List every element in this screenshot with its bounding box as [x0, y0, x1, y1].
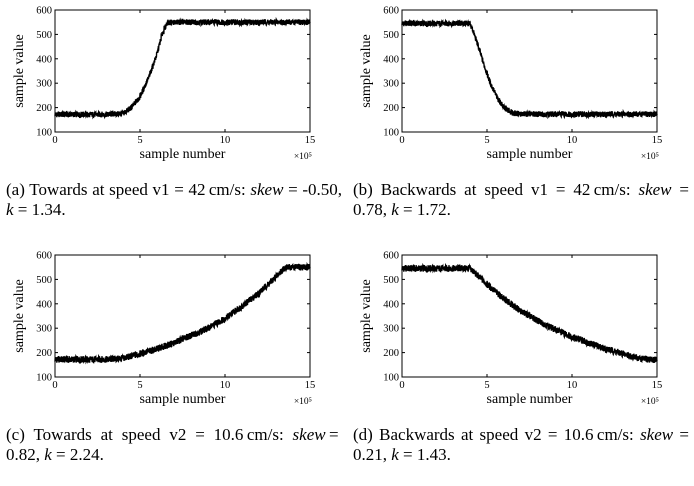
- y-tick-label: 300: [36, 79, 52, 90]
- caption-a: (a) Towards at speed v1 = 42 cm/s: skew …: [6, 180, 342, 220]
- y-tick-label: 600: [36, 6, 52, 17]
- x-tick-label: 15: [652, 380, 663, 391]
- caption-b: (b) Backwards at speed v1 = 42 cm/s: ske…: [353, 180, 689, 220]
- x-axis-label: sample number: [140, 147, 226, 162]
- signal-trace: [54, 16, 311, 120]
- y-axis-label: sample value: [12, 34, 27, 107]
- x-tick-label: 10: [567, 135, 578, 146]
- caption-b-k-value: = 1.72.: [398, 200, 451, 219]
- caption-b-skew-symbol: skew: [638, 180, 672, 199]
- y-axis-label: sample value: [359, 34, 374, 107]
- caption-c: (c) Towards at speed v2 = 10.6 cm/s: ske…: [6, 425, 342, 465]
- y-tick-label: 600: [383, 6, 399, 17]
- x-tick-label: 10: [567, 380, 578, 391]
- chart-c: 0 5 10 15 100 200 300 400 500 600 sample number sam…: [12, 251, 316, 408]
- x-axis-label: sample number: [487, 147, 573, 162]
- y-tick-label: 300: [383, 79, 399, 90]
- x-tick-label: 0: [52, 135, 57, 146]
- caption-d-text: Backwards at speed v2 = 10.6 cm/s:: [379, 425, 634, 444]
- caption-a-k-symbol: k: [6, 200, 14, 219]
- x-tick-label: 5: [137, 135, 142, 146]
- x-axis-label: sample number: [487, 392, 573, 407]
- plot-frame: [54, 254, 311, 378]
- caption-c-label: (c): [6, 425, 25, 444]
- caption-d-label: (d): [353, 425, 373, 444]
- plot-frame: [54, 9, 311, 133]
- y-tick-label: 400: [36, 54, 52, 65]
- caption-d-skew-symbol: skew: [640, 425, 674, 444]
- caption-c-skew-value: = 0.82,: [6, 425, 342, 464]
- caption-d: (d) Backwards at speed v2 = 10.6 cm/s: s…: [353, 425, 689, 465]
- y-axis-label: sample value: [12, 279, 27, 352]
- caption-a-skew-symbol: skew: [250, 180, 284, 199]
- subfigure-c: 0 5 10 15 100 200 300 400 500 600 sample number sam…: [0, 245, 347, 486]
- y-tick-label: 400: [36, 299, 52, 310]
- y-tick-label: 600: [36, 251, 52, 262]
- y-tick-label: 500: [36, 275, 52, 286]
- signal-trace: [54, 261, 311, 365]
- y-tick-label: 200: [383, 103, 399, 114]
- caption-d-skew-value: = 0.21,: [353, 425, 690, 464]
- caption-b-label: (b): [353, 180, 373, 199]
- caption-d-k-symbol: k: [391, 445, 399, 464]
- signal-trace: [401, 262, 658, 364]
- x-tick-label: 5: [484, 380, 489, 391]
- y-tick-label: 400: [383, 54, 399, 65]
- chart-a: 0 5 10 15 100 200 300 400 500 600 sample number sam…: [12, 6, 316, 163]
- caption-c-skew-symbol: skew: [292, 425, 326, 444]
- y-tick-label: 200: [36, 103, 52, 114]
- caption-c-k-value: = 2.24.: [51, 445, 104, 464]
- x-tick-label: 15: [305, 380, 316, 391]
- y-tick-label: 300: [383, 324, 399, 335]
- x-tick-label: 0: [399, 380, 404, 391]
- caption-b-skew-value: = 0.78,: [353, 180, 690, 219]
- x-tick-label: 0: [52, 380, 57, 391]
- x-tick-label: 5: [137, 380, 142, 391]
- plot-frame: [401, 9, 658, 133]
- chart-d: 0 5 10 15 100 200 300 400 500 600 sample number sam…: [359, 251, 663, 408]
- y-tick-label: 500: [383, 275, 399, 286]
- caption-b-k-symbol: k: [391, 200, 399, 219]
- caption-a-text: Towards at speed v1 = 42 cm/s:: [29, 180, 246, 199]
- caption-a-k-value: = 1.34.: [13, 200, 66, 219]
- x-axis-label: sample number: [140, 392, 226, 407]
- subfigure-a: 0 5 10 15 100 200 300 400 500 600 sample number sam…: [0, 0, 347, 241]
- y-tick-label: 400: [383, 299, 399, 310]
- x-axis-exponent: ×10⁵: [641, 152, 659, 162]
- caption-a-skew-value: = -0.50,: [283, 180, 343, 199]
- chart-b: 0 5 10 15 100 200 300 400 500 600 sample number sam…: [359, 6, 663, 163]
- y-tick-label: 500: [36, 30, 52, 41]
- caption-b-text: Backwards at speed v1 = 42 cm/s:: [380, 180, 631, 199]
- subfigure-d: 0 5 10 15 100 200 300 400 500 600 sample number sam…: [347, 245, 694, 486]
- plot-frame: [401, 254, 658, 378]
- x-axis-exponent: ×10⁵: [641, 397, 659, 407]
- y-tick-label: 100: [36, 128, 52, 139]
- y-tick-label: 600: [383, 251, 399, 262]
- x-axis-exponent: ×10⁵: [294, 152, 312, 162]
- x-tick-label: 10: [220, 135, 231, 146]
- y-tick-label: 100: [383, 373, 399, 384]
- y-tick-label: 200: [383, 348, 399, 359]
- y-tick-label: 200: [36, 348, 52, 359]
- y-tick-label: 500: [383, 30, 399, 41]
- y-tick-label: 300: [36, 324, 52, 335]
- y-tick-label: 100: [36, 373, 52, 384]
- x-tick-label: 5: [484, 135, 489, 146]
- caption-c-k-symbol: k: [44, 445, 52, 464]
- caption-d-k-value: = 1.43.: [398, 445, 451, 464]
- x-tick-label: 10: [220, 380, 231, 391]
- caption-a-label: (a): [6, 180, 25, 199]
- x-axis-exponent: ×10⁵: [294, 397, 312, 407]
- subfigure-b: 0 5 10 15 100 200 300 400 500 600 sample number sam…: [347, 0, 694, 241]
- x-tick-label: 15: [305, 135, 316, 146]
- y-axis-label: sample value: [359, 279, 374, 352]
- x-tick-label: 15: [652, 135, 663, 146]
- y-tick-label: 100: [383, 128, 399, 139]
- caption-c-text: Towards at speed v2 = 10.6 cm/s:: [33, 425, 284, 444]
- signal-trace: [401, 18, 658, 120]
- x-tick-label: 0: [399, 135, 404, 146]
